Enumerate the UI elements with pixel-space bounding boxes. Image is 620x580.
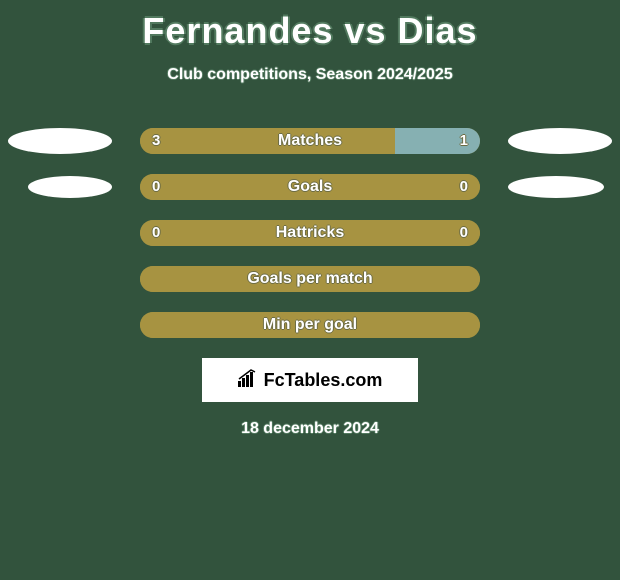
stat-row: Goals per match <box>0 266 620 292</box>
stat-label: Min per goal <box>140 312 480 338</box>
stat-value-right: 0 <box>460 220 468 246</box>
player-ellipse-left <box>8 128 112 154</box>
page-title: Fernandes vs Dias <box>0 0 620 52</box>
brand-chart-icon <box>238 369 260 392</box>
stat-label: Goals <box>140 174 480 200</box>
stats-container: Matches31Goals00Hattricks00Goals per mat… <box>0 128 620 338</box>
player-ellipse-right <box>508 176 604 198</box>
date-label: 18 december 2024 <box>0 420 620 438</box>
stat-label: Goals per match <box>140 266 480 292</box>
stat-value-left: 0 <box>152 174 160 200</box>
stat-row: Matches3 1 <box>0 128 620 154</box>
brand-badge: FcTables.com <box>202 358 418 402</box>
brand-text: FcTables.com <box>264 370 383 391</box>
stat-label: Matches <box>140 128 480 154</box>
player-ellipse-right <box>508 128 612 154</box>
stat-value-left: 3 <box>152 128 160 154</box>
stat-label: Hattricks <box>140 220 480 246</box>
stat-value-right: 0 <box>460 174 468 200</box>
page-subtitle: Club competitions, Season 2024/2025 <box>0 66 620 84</box>
stat-row: Min per goal <box>0 312 620 338</box>
stat-row: Goals0 0 <box>0 174 620 200</box>
stat-row: Hattricks0 0 <box>0 220 620 246</box>
stat-value-left: 0 <box>152 220 160 246</box>
player-ellipse-left <box>28 176 112 198</box>
stat-value-right: 1 <box>460 128 468 154</box>
